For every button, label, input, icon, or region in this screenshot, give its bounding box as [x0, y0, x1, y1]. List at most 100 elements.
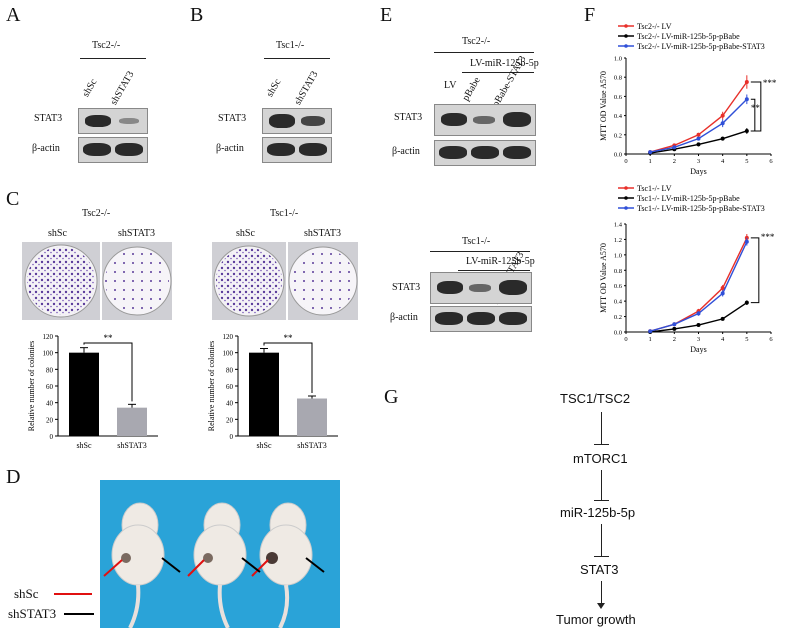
y-axis-label: Relative number of colonies	[207, 341, 216, 431]
significance-label: **	[284, 333, 294, 343]
panel-e-top-row-actin: β-actin	[392, 146, 420, 157]
y-tick-label: 120	[43, 333, 54, 341]
y-tick-label: 80	[46, 366, 54, 374]
y-tick-label: 20	[46, 416, 54, 424]
y-tick-label: 120	[223, 333, 234, 341]
panel-a-genotype: Tsc2-/-	[92, 40, 121, 51]
x-tick-label: 0	[624, 336, 627, 343]
pathway-mtorc1: mTORC1	[573, 451, 628, 466]
dish-label-c-l2: shSTAT3	[118, 228, 155, 239]
pathway-tumor: Tumor growth	[556, 612, 636, 627]
x-tick-label: 2	[673, 158, 676, 165]
legend-shsc-arrow	[54, 593, 92, 595]
dish-label-c-r2: shSTAT3	[304, 228, 341, 239]
panel-label-g: G	[384, 386, 399, 408]
data-point	[672, 145, 677, 150]
panel-e-top-group: LV-miR-125b-5p	[470, 58, 539, 69]
x-tick-label: 4	[721, 336, 725, 343]
panel-b-lane-2: shSTAT3	[292, 69, 321, 107]
data-point	[720, 136, 725, 141]
data-point	[744, 80, 749, 84]
pathway-tsc: TSC1/TSC2	[560, 391, 631, 406]
y-tick-label: 0.8	[614, 75, 622, 82]
legend-marker	[624, 44, 628, 48]
data-point	[696, 132, 701, 137]
y-tick-label: 100	[223, 350, 234, 358]
activate-arrowhead	[597, 603, 605, 609]
bracket-inner	[750, 98, 756, 132]
data-point	[744, 239, 749, 244]
data-point	[720, 113, 725, 118]
data-point	[744, 128, 749, 133]
y-tick-label: 40	[46, 400, 54, 408]
legend-shstat3-arrow	[64, 613, 94, 615]
legend-shsc: shSc	[14, 586, 39, 601]
panel-c-left-genotype: Tsc2-/-	[82, 208, 111, 219]
y-tick-label: 0.8	[614, 268, 622, 275]
data-point	[672, 326, 677, 331]
y-axis-label: Relative number of colonies	[27, 341, 36, 431]
legend-marker	[624, 186, 628, 190]
y-tick-label: 1.0	[614, 56, 622, 63]
legend-marker	[624, 34, 628, 38]
y-tick-label: 0.4	[614, 113, 623, 120]
x-tick-label: 3	[697, 336, 700, 343]
y-tick-label: 80	[226, 366, 234, 374]
panel-a-row-actin: β-actin	[32, 143, 60, 154]
chart-colonies-tsc2: 0 20 40 60 80 100 120 shSc shSTAT3 ** Relative num…	[27, 333, 158, 450]
legend-marker	[624, 206, 628, 210]
activate-arrow	[601, 581, 602, 607]
data-point	[720, 121, 725, 126]
legend-label: Tsc2-/- LV-miR-125b-5p-pBabe	[637, 32, 740, 41]
blot-a-actin	[78, 137, 148, 163]
panel-a-lane-2: shSTAT3	[108, 69, 137, 107]
x-tick-label: shSc	[256, 441, 272, 450]
mouse-photo	[100, 480, 340, 628]
panel-e-top-genotype: Tsc2-/-	[462, 36, 491, 47]
significance-bracket	[83, 342, 133, 402]
y-tick-label: 0	[230, 433, 234, 441]
data-point	[696, 323, 701, 328]
y-tick-label: 1.0	[614, 252, 622, 259]
y-tick-label: 0	[50, 433, 54, 441]
colony-dishes	[22, 242, 358, 320]
data-point	[720, 291, 725, 296]
x-tick-label: 1	[649, 158, 652, 165]
series-line-2	[649, 241, 748, 332]
significance-bracket	[263, 342, 313, 393]
significance-label: ***	[761, 232, 775, 242]
y-tick-label: 0.0	[614, 330, 622, 337]
data-point	[744, 97, 749, 102]
inhibit-1	[601, 412, 602, 444]
legend-marker	[624, 196, 628, 200]
chart-colonies-tsc1: 0 20 40 60 80 100 120 shSc shSTAT3 ** Relative num…	[207, 333, 338, 450]
inhibit-2-bar	[594, 500, 609, 501]
panel-c-right-genotype: Tsc1-/-	[270, 208, 299, 219]
significance-label: **	[104, 333, 114, 343]
panel-label-d: D	[6, 466, 21, 488]
y-axis-label: MTT OD Value A570	[599, 243, 608, 313]
x-tick-label: shSTAT3	[297, 441, 327, 450]
blot-b-actin	[262, 137, 332, 163]
legend-shstat3: shSTAT3	[8, 606, 57, 621]
data-point	[720, 286, 725, 291]
legend-label: Tsc2-/- LV	[637, 22, 672, 31]
blot-e-top-actin	[434, 140, 536, 166]
blot-e-top-stat3	[434, 104, 536, 136]
x-tick-label: 0	[624, 158, 627, 165]
legend-label: Tsc1-/- LV-miR-125b-5p-pBabe	[637, 194, 740, 203]
blot-e-bottom-stat3	[430, 272, 532, 304]
panel-e-top-lane-2: pBabe	[460, 75, 483, 103]
panel-label-b: B	[190, 4, 204, 26]
panel-b-row-stat3: STAT3	[218, 113, 247, 124]
y-tick-label: 0.0	[614, 152, 622, 159]
panel-e-bottom-row-actin: β-actin	[390, 312, 418, 323]
data-point	[696, 311, 701, 316]
inhibit-1-bar	[594, 444, 609, 445]
panel-a-lane-1: shSc	[80, 77, 100, 99]
panel-b-row-actin: β-actin	[216, 143, 244, 154]
bar-shSTAT3	[297, 398, 327, 436]
panel-e-top-lane-1: LV	[444, 80, 457, 91]
data-point	[648, 329, 653, 334]
